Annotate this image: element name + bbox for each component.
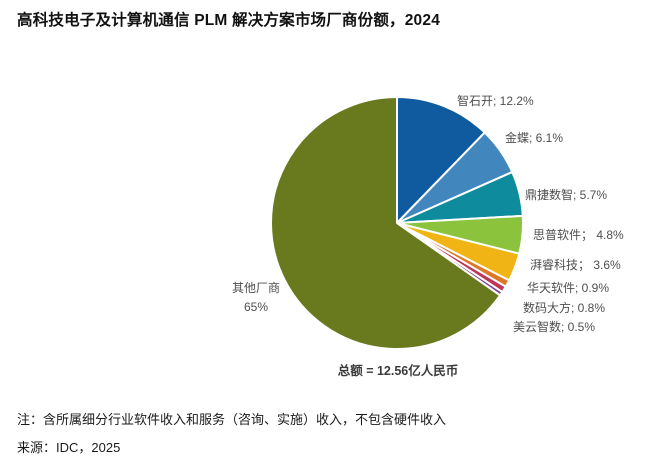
pie-slice-8 (270, 96, 502, 350)
pie-label-8: 其他厂商 65% (231, 281, 280, 314)
pie-slice-0 (396, 96, 486, 224)
pie-label-2: 鼎捷数智; 5.7% (525, 188, 608, 202)
pie-label-4: 湃睿科技； 3.6% (530, 258, 621, 272)
source-note: 来源：IDC，2025 (17, 440, 121, 455)
pie-label-7: 美云智数; 0.5% (513, 320, 596, 334)
footnote: 注：含所属细分行业软件收入和服务（咨询、实施）收入，不包含硬件收入 (17, 412, 447, 427)
chart-title: 高科技电子及计算机通信 PLM 解决方案市场厂商份额，2024 (17, 12, 441, 29)
pie-label-6: 数码大方; 0.8% (523, 301, 606, 315)
pie-label-3: 思普软件； 4.8% (533, 228, 624, 242)
pie-label-0: 智石开; 12.2% (457, 94, 534, 108)
pie-label-5: 华天软件; 0.9% (527, 281, 610, 295)
total-label: 总额 = 12.56亿人民币 (337, 364, 459, 378)
pie-label-1: 金蝶; 6.1% (505, 131, 564, 145)
